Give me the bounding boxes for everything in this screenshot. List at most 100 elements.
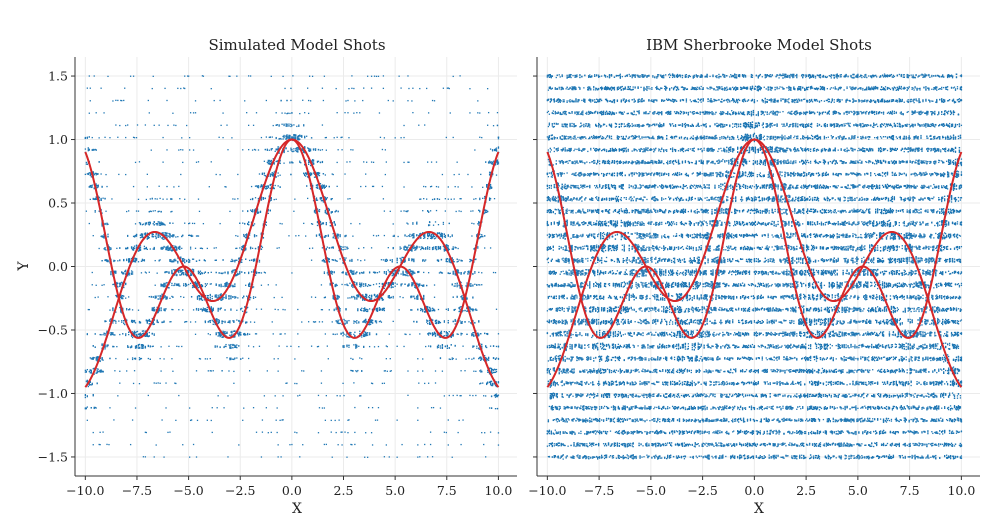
scatter-point bbox=[205, 272, 206, 273]
scatter-point bbox=[474, 284, 475, 285]
scatter-point bbox=[129, 309, 130, 310]
scatter-point bbox=[98, 248, 99, 249]
scatter-point bbox=[400, 248, 401, 249]
scatter-point bbox=[156, 296, 157, 297]
scatter-point bbox=[402, 297, 403, 298]
scatter-point bbox=[450, 273, 451, 274]
scatter-point bbox=[170, 259, 171, 260]
scatter-point bbox=[156, 444, 157, 445]
scatter-point bbox=[189, 407, 190, 408]
scatter-point bbox=[154, 309, 155, 310]
scatter-point bbox=[343, 319, 344, 320]
scatter-point bbox=[423, 297, 424, 298]
scatter-point bbox=[134, 331, 135, 332]
scatter-point bbox=[322, 309, 323, 310]
scatter-point bbox=[448, 333, 449, 334]
scatter-point bbox=[419, 283, 420, 284]
scatter-point bbox=[416, 321, 417, 322]
scatter-point bbox=[376, 283, 377, 284]
scatter-point bbox=[400, 258, 401, 259]
scatter-point bbox=[372, 322, 373, 323]
scatter-point bbox=[159, 358, 160, 359]
scatter-point bbox=[243, 295, 244, 296]
scatter-point bbox=[117, 286, 118, 287]
scatter-point bbox=[372, 320, 373, 321]
scatter-point bbox=[457, 432, 458, 433]
scatter-point bbox=[469, 307, 470, 308]
scatter-point bbox=[168, 346, 169, 347]
scatter-point bbox=[464, 310, 465, 311]
scatter-point bbox=[178, 309, 179, 310]
scatter-point bbox=[158, 322, 159, 323]
scatter-point bbox=[331, 420, 332, 421]
scatter-point bbox=[343, 334, 344, 335]
scatter-point bbox=[226, 284, 227, 285]
scatter-point bbox=[189, 262, 190, 263]
scatter-point bbox=[236, 260, 237, 261]
scatter-point bbox=[208, 272, 209, 273]
scatter-point bbox=[334, 309, 335, 310]
scatter-point bbox=[430, 310, 431, 311]
scatter-point bbox=[354, 444, 355, 445]
scatter-point bbox=[133, 249, 134, 250]
scatter-point bbox=[476, 310, 477, 311]
scatter-point bbox=[226, 333, 227, 334]
scatter-point bbox=[299, 456, 300, 457]
scatter-point bbox=[230, 285, 231, 286]
scatter-point bbox=[417, 295, 418, 296]
scatter-point bbox=[125, 335, 126, 336]
scatter-point bbox=[136, 345, 137, 346]
scatter-point bbox=[218, 308, 219, 309]
scatter-point bbox=[367, 457, 368, 458]
scatter-point bbox=[397, 260, 398, 261]
scatter-point bbox=[224, 272, 225, 273]
scatter-point bbox=[208, 295, 209, 296]
scatter-point bbox=[326, 444, 327, 445]
scatter-point bbox=[291, 272, 292, 273]
scatter-point bbox=[191, 296, 192, 297]
scatter-point bbox=[368, 407, 369, 408]
scatter-point bbox=[359, 357, 360, 358]
scatter-point bbox=[115, 322, 116, 323]
scatter-point bbox=[344, 284, 345, 285]
scatter-point bbox=[177, 236, 178, 237]
scatter-point bbox=[143, 345, 144, 346]
scatter-point bbox=[387, 259, 388, 260]
scatter-point bbox=[107, 260, 108, 261]
scatter-point bbox=[495, 408, 496, 409]
scatter-point bbox=[225, 296, 226, 297]
scatter-point bbox=[376, 334, 377, 335]
scatter-point bbox=[408, 285, 409, 286]
scatter-point bbox=[381, 322, 382, 323]
scatter-point bbox=[175, 420, 176, 421]
scatter-point bbox=[496, 309, 497, 310]
scatter-point bbox=[413, 260, 414, 261]
scatter-point bbox=[116, 346, 117, 347]
scatter-point bbox=[160, 307, 161, 308]
scatter-point bbox=[202, 273, 203, 274]
scatter-point bbox=[409, 334, 410, 335]
scatter-point bbox=[339, 258, 340, 259]
scatter-point bbox=[228, 298, 229, 299]
scatter-point bbox=[295, 235, 296, 236]
scatter-point bbox=[418, 382, 419, 383]
scatter-point bbox=[277, 407, 278, 408]
scatter-point bbox=[438, 261, 439, 262]
scatter-point bbox=[334, 310, 335, 311]
scatter-point bbox=[282, 395, 283, 396]
scatter-point bbox=[247, 333, 248, 334]
scatter-point bbox=[158, 237, 159, 238]
scatter-point bbox=[97, 383, 98, 384]
scatter-point bbox=[126, 309, 127, 310]
scatter-point bbox=[250, 248, 251, 249]
scatter-point bbox=[233, 320, 234, 321]
scatter-point bbox=[484, 247, 485, 248]
scatter-point bbox=[227, 272, 228, 273]
scatter-point bbox=[403, 346, 404, 347]
scatter-point bbox=[129, 261, 130, 262]
scatter-point bbox=[169, 248, 170, 249]
scatter-point bbox=[384, 272, 385, 273]
scatter-point bbox=[408, 283, 409, 284]
scatter-point bbox=[478, 335, 479, 336]
scatter-point bbox=[333, 260, 334, 261]
